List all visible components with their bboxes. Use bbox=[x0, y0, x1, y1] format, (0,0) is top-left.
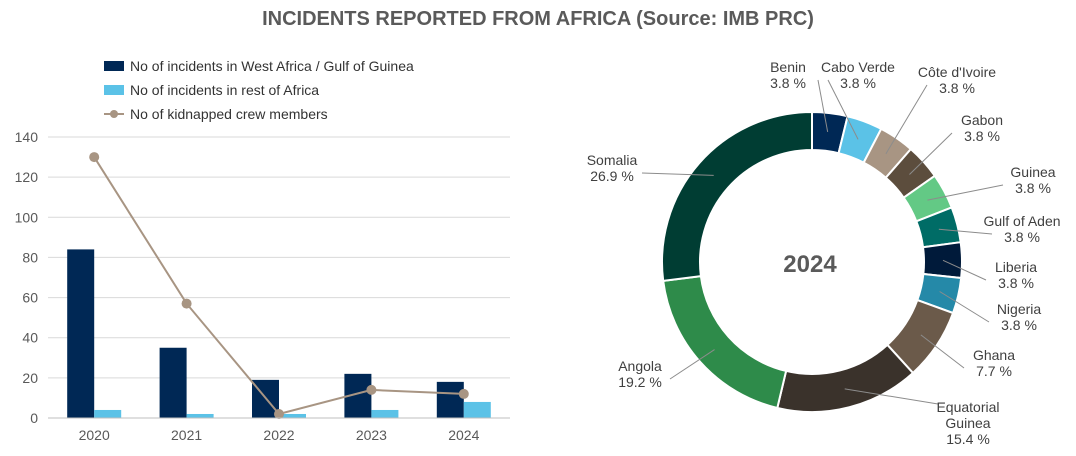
y-tick-label: 100 bbox=[15, 209, 39, 225]
leader-line bbox=[827, 79, 859, 140]
legend-label-0: No of incidents in West Africa / Gulf of… bbox=[130, 58, 414, 74]
legend-marker bbox=[110, 110, 118, 118]
slice-label-word: Equatorial bbox=[936, 399, 999, 415]
kidnap-line bbox=[89, 152, 469, 419]
leader-line bbox=[939, 291, 990, 323]
bar-marks: 2020 2021 2022 2023 2024 bbox=[67, 249, 491, 443]
x-tick-label: 2024 bbox=[448, 427, 479, 443]
slice-angola bbox=[662, 274, 788, 410]
bar-2020-s1 bbox=[94, 409, 122, 418]
y-tick-label: 0 bbox=[30, 410, 38, 426]
kidnap-point-2021 bbox=[181, 298, 192, 309]
donut-center-label: 2024 bbox=[783, 251, 837, 278]
y-tick-label: 140 bbox=[15, 129, 39, 145]
x-tick-label: 2022 bbox=[263, 427, 294, 443]
leader-line bbox=[942, 259, 987, 281]
legend-label-2: No of kidnapped crew members bbox=[130, 106, 328, 122]
legend-swatch-1 bbox=[104, 85, 124, 95]
slice-label-8: Ghana bbox=[973, 347, 1015, 363]
bar-2020-s0 bbox=[67, 249, 95, 418]
slice-liberia bbox=[921, 241, 963, 280]
y-tick-label: 40 bbox=[22, 330, 38, 346]
kidnap-point-2022 bbox=[274, 408, 284, 419]
bar-grid: 0 20 40 60 80 100 120 140 bbox=[15, 129, 510, 426]
y-tick-label: 80 bbox=[22, 249, 38, 265]
slice-label-2: Côte d'Ivoire bbox=[918, 64, 996, 80]
slice-pct-8: 7.7 % bbox=[976, 363, 1012, 379]
slice-label-0: Benin bbox=[770, 59, 806, 75]
x-tick-label: 2021 bbox=[171, 427, 202, 443]
slice-label-3: Gabon bbox=[961, 112, 1003, 128]
slice-label-10: Angola bbox=[618, 358, 662, 374]
slice-pct-1: 3.8 % bbox=[840, 75, 876, 91]
leader-line bbox=[938, 228, 993, 235]
leader-line bbox=[885, 84, 928, 155]
slice-pct-4: 3.8 % bbox=[1015, 180, 1051, 196]
slice-pct-10: 19.2 % bbox=[618, 374, 662, 390]
slice-pct-7: 3.8 % bbox=[1001, 317, 1037, 333]
slice-label-11: Somalia bbox=[587, 152, 638, 168]
kidnap-polyline bbox=[93, 156, 464, 416]
kidnap-point-2023 bbox=[366, 384, 377, 395]
slice-pct-6: 3.8 % bbox=[998, 275, 1034, 291]
slice-label-9: Equatorial Guinea bbox=[936, 399, 999, 431]
legend-label-1: No of incidents in rest of Africa bbox=[130, 82, 319, 98]
y-tick-label: 20 bbox=[22, 370, 38, 386]
slice-label-7: Nigeria bbox=[997, 301, 1042, 317]
bar-2022-s1 bbox=[279, 413, 306, 418]
bar-2021-s0 bbox=[159, 347, 187, 418]
legend-swatch-0 bbox=[104, 61, 124, 71]
leader-line bbox=[669, 349, 715, 380]
slice-pct-3: 3.8 % bbox=[964, 128, 1000, 144]
slice-label-1: Cabo Verde bbox=[821, 59, 895, 75]
y-tick-label: 120 bbox=[15, 169, 39, 185]
leader-line bbox=[927, 184, 1004, 201]
donut-leaders bbox=[641, 79, 1004, 405]
slice-pct-2: 3.8 % bbox=[939, 80, 975, 96]
donut-slices bbox=[661, 110, 963, 413]
kidnap-point-2020 bbox=[89, 152, 100, 163]
chart-title: INCIDENTS REPORTED FROM AFRICA (Source: … bbox=[262, 8, 814, 30]
leader-line bbox=[920, 334, 965, 369]
y-tick-label: 60 bbox=[22, 290, 38, 306]
x-tick-label: 2023 bbox=[356, 427, 387, 443]
slice-somalia bbox=[661, 110, 813, 282]
bar-2021-s1 bbox=[186, 413, 214, 418]
slice-label-5: Gulf of Aden bbox=[983, 213, 1060, 229]
slice-pct-11: 26.9 % bbox=[590, 168, 634, 184]
bar-legend: No of incidents in West Africa / Gulf of… bbox=[104, 58, 414, 122]
slice-label-word: Guinea bbox=[945, 415, 990, 431]
slice-pct-9: 15.4 % bbox=[946, 431, 990, 447]
slice-pct-0: 3.8 % bbox=[770, 75, 806, 91]
leader-line bbox=[641, 172, 714, 176]
bar-2024-s1 bbox=[463, 401, 491, 418]
x-tick-label: 2020 bbox=[79, 427, 110, 443]
leader-line bbox=[909, 132, 953, 175]
bar-2024-s0 bbox=[436, 381, 464, 418]
bar-chart: No of incidents in West Africa / Gulf of… bbox=[15, 58, 510, 443]
slice-label-4: Guinea bbox=[1010, 164, 1055, 180]
slice-pct-5: 3.8 % bbox=[1004, 229, 1040, 245]
leader-line bbox=[844, 388, 939, 405]
slice-label-6: Liberia bbox=[995, 259, 1037, 275]
slice-equatorial-guinea bbox=[776, 343, 915, 413]
bar-2023-s1 bbox=[371, 409, 399, 418]
leader-line bbox=[817, 79, 829, 133]
kidnap-point-2024 bbox=[458, 388, 469, 399]
